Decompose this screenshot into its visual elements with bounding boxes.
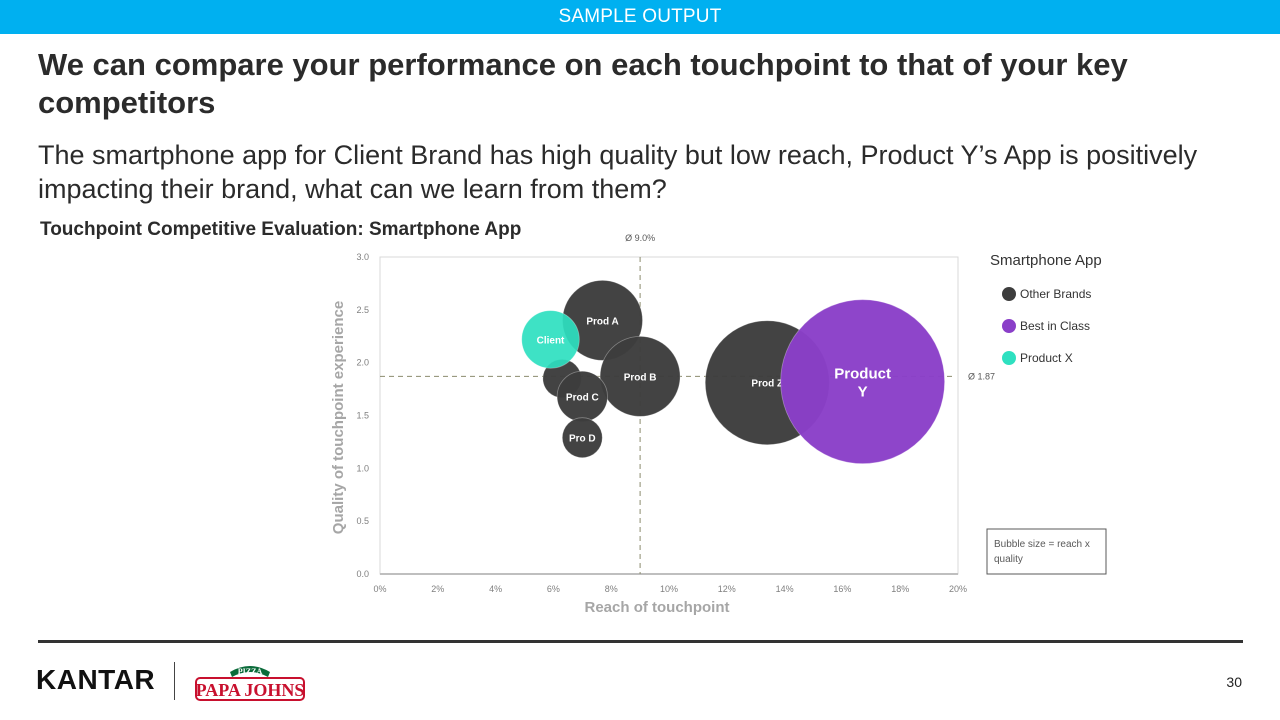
y-tick-label: 2.5 [356, 305, 369, 315]
x-tick-label: 20% [949, 584, 967, 594]
x-tick-label: 16% [833, 584, 851, 594]
logo-wordmark: PAPA JOHNS [196, 680, 305, 700]
y-tick-label: 1.5 [356, 411, 369, 421]
y-tick-label: 3.0 [356, 252, 369, 262]
papa-johns-logo: PIZZA PAPA JOHNS [195, 666, 305, 701]
x-tick-label: 2% [431, 584, 444, 594]
legend-label: Other Brands [1020, 287, 1091, 301]
y-tick-label: 2.0 [356, 358, 369, 368]
x-axis-title: Reach of touchpoint [585, 599, 730, 616]
avg-quality-label: Ø 1.87 [968, 371, 995, 381]
legend-marker [1002, 351, 1016, 365]
bubble-size-note-box [986, 528, 1107, 575]
bubble-label: Prod B [624, 372, 657, 383]
page-number: 30 [1226, 674, 1242, 690]
legend-label: Best in Class [1020, 319, 1090, 333]
x-tick-label: 12% [718, 584, 736, 594]
legend-label: Product X [1020, 351, 1073, 365]
y-tick-label: 1.0 [356, 463, 369, 473]
page-subtitle: The smartphone app for Client Brand has … [38, 140, 1198, 204]
logo-plate [195, 677, 305, 701]
x-tick-label: 18% [891, 584, 909, 594]
kantar-logo: KANTAR [36, 664, 156, 695]
bubble-size-note-line: Bubble size = reach x [994, 539, 1090, 550]
y-axis-title: Quality of touchpoint experience [330, 301, 347, 534]
x-tick-label: 4% [489, 584, 502, 594]
y-tick-label: 0.0 [356, 569, 369, 579]
x-tick-label: 8% [605, 584, 618, 594]
page-title: We can compare your performance on each … [38, 47, 1128, 120]
logo-pizza-text: PIZZA [238, 667, 263, 676]
x-tick-label: 0% [373, 584, 386, 594]
bubble-label: Prod A [586, 316, 618, 327]
x-tick-label: 6% [547, 584, 560, 594]
bubble-label: Pro D [569, 434, 596, 445]
x-tick-label: 14% [776, 584, 794, 594]
y-tick-label: 0.5 [356, 516, 369, 526]
bubble-label: Prod C [566, 392, 599, 403]
bubble-label: Prod Z [751, 379, 783, 390]
logo-separator [174, 662, 175, 700]
bubble-size-note-line: quality [994, 554, 1023, 565]
legend-marker [1002, 319, 1016, 333]
bubble [780, 299, 946, 465]
logo-banner-shape [230, 666, 270, 677]
bubble [599, 336, 681, 417]
footer-divider [38, 640, 1243, 643]
legend-title: Smartphone App [990, 252, 1102, 269]
bubble-label: Product [834, 366, 891, 383]
bubble-label: Y [858, 384, 868, 401]
sample-output-banner: SAMPLE OUTPUT [0, 0, 1280, 34]
bubble [561, 417, 603, 459]
bubble-label: Client [537, 335, 565, 346]
x-tick-label: 10% [660, 584, 678, 594]
avg-reach-label: Ø 9.0% [625, 233, 655, 243]
legend-marker [1002, 287, 1016, 301]
bubble [521, 310, 580, 369]
chart-title: Touchpoint Competitive Evaluation: Smart… [40, 219, 522, 240]
